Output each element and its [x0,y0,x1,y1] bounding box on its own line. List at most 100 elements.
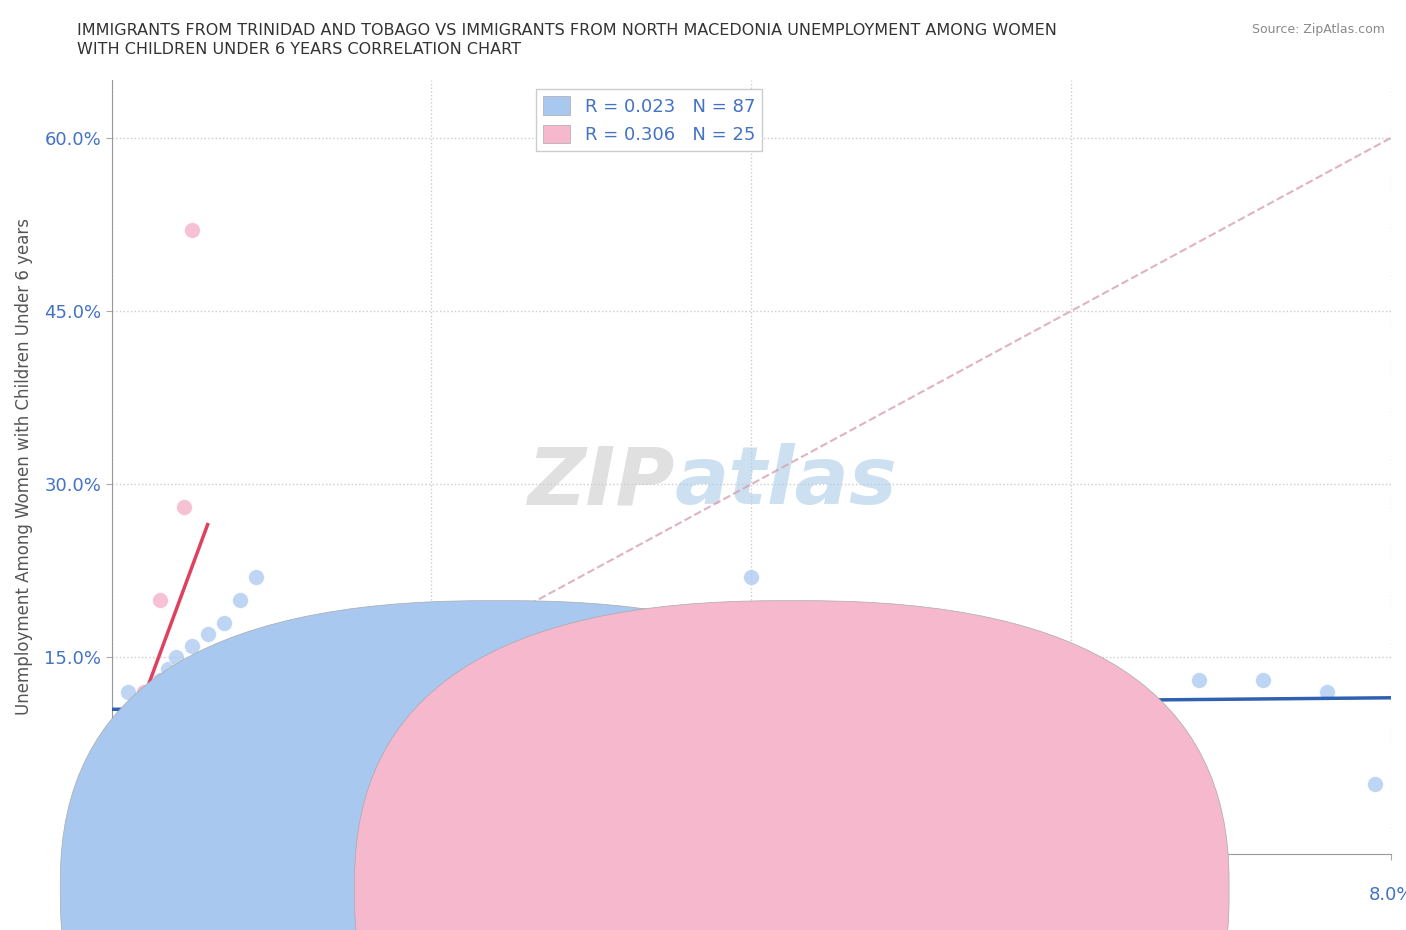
Point [117,684,139,699]
Point [132,742,155,757]
Point [132,684,155,699]
Point [155,708,177,723]
Point [149,719,172,734]
Point [228,708,250,723]
Point [252,708,274,723]
Point [628,708,651,723]
Point [114,731,136,746]
Text: 0.0%: 0.0% [89,886,135,904]
Point [165,719,187,734]
Point [245,569,267,584]
Point [516,708,538,723]
Point [157,719,180,734]
Point [260,708,283,723]
Point [117,731,139,746]
Point [245,708,267,723]
Point [388,708,411,723]
Point [453,708,475,723]
Point [420,708,443,723]
Point [308,708,330,723]
Point [180,638,202,653]
Point [145,697,167,711]
Point [232,697,254,711]
Point [149,673,172,688]
Point [110,789,132,804]
Text: 8.0%: 8.0% [1368,886,1406,904]
Point [107,765,129,780]
Point [204,673,226,688]
Point [139,719,162,734]
Point [127,742,149,757]
Point [932,708,955,723]
Text: Immigrants from North Macedonia: Immigrants from North Macedonia [814,881,1101,899]
Point [122,708,145,723]
Text: IMMIGRANTS FROM TRINIDAD AND TOBAGO VS IMMIGRANTS FROM NORTH MACEDONIA UNEMPLOYM: IMMIGRANTS FROM TRINIDAD AND TOBAGO VS I… [77,23,1057,38]
Point [165,650,187,665]
Text: Source: ZipAtlas.com: Source: ZipAtlas.com [1251,23,1385,36]
Point [1316,684,1339,699]
Point [134,719,156,734]
Point [124,697,146,711]
Point [117,765,139,780]
Point [188,708,211,723]
Point [153,684,176,699]
Point [117,731,139,746]
Point [197,697,219,711]
Point [127,731,149,746]
Point [292,708,315,723]
Point [162,708,184,723]
Point [152,708,174,723]
Point [1028,708,1050,723]
Point [236,708,259,723]
Point [277,708,299,723]
Point [215,684,238,699]
Point [180,223,202,238]
Point [104,777,127,791]
Point [149,592,172,607]
Point [142,708,165,723]
Point [212,708,235,723]
Point [197,627,219,642]
Point [115,765,138,780]
Point [145,731,167,746]
Point [173,708,195,723]
Point [740,569,762,584]
Point [124,754,146,769]
Point [132,731,155,746]
Point [157,684,180,699]
Point [143,719,166,734]
Point [868,708,890,723]
Point [138,708,160,723]
Point [1251,673,1274,688]
Point [356,708,378,723]
Point [173,499,195,514]
Point [129,708,152,723]
Point [139,742,162,757]
Point [169,673,191,688]
Point [165,719,187,734]
Text: WITH CHILDREN UNDER 6 YEARS CORRELATION CHART: WITH CHILDREN UNDER 6 YEARS CORRELATION … [77,42,522,57]
Point [111,708,134,723]
Point [156,661,179,676]
Point [177,719,200,734]
Point [110,754,132,769]
Point [129,754,152,769]
Point [149,742,172,757]
Text: ZIP: ZIP [527,444,675,522]
Point [114,754,136,769]
Point [108,719,131,734]
Y-axis label: Unemployment Among Women with Children Under 6 years: Unemployment Among Women with Children U… [15,219,32,715]
Point [131,742,153,757]
Point [141,684,163,699]
Point [111,742,134,757]
Point [184,684,207,699]
Point [212,616,235,631]
Point [155,731,177,746]
Point [135,731,157,746]
Point [1364,777,1386,791]
Point [1188,673,1211,688]
Point [484,708,506,723]
Text: Immigrants from Trinidad and Tobago: Immigrants from Trinidad and Tobago [520,881,831,899]
Text: atlas: atlas [675,444,897,522]
Point [120,754,142,769]
